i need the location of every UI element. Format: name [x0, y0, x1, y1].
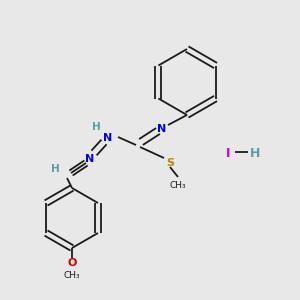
Text: H: H	[250, 147, 260, 160]
Text: N: N	[85, 154, 94, 164]
Text: I: I	[226, 147, 230, 160]
Text: O: O	[67, 258, 77, 268]
Text: H: H	[51, 164, 59, 174]
Text: N: N	[158, 124, 166, 134]
Text: CH₃: CH₃	[170, 181, 186, 190]
Text: S: S	[166, 158, 174, 168]
Text: H: H	[92, 122, 100, 132]
Text: CH₃: CH₃	[64, 271, 80, 280]
Text: N: N	[103, 133, 112, 143]
